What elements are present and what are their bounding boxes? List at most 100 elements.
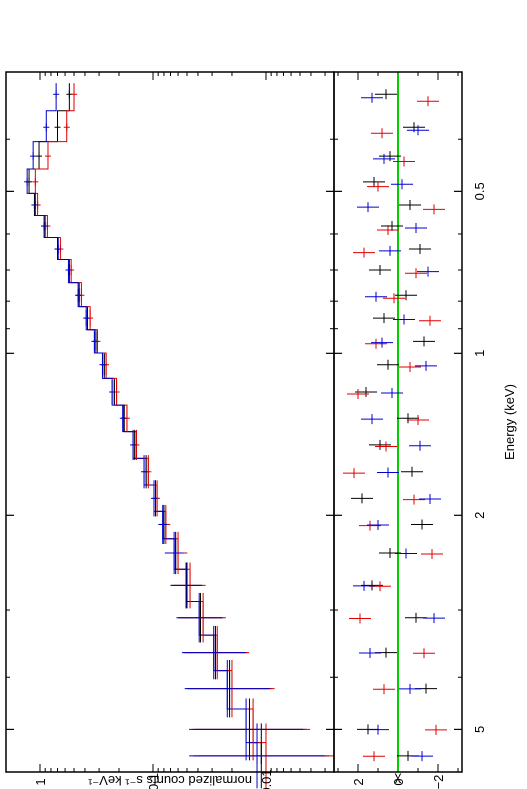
residual-data-point bbox=[401, 466, 423, 477]
spectrum-data-point bbox=[150, 480, 157, 517]
residual-data-point bbox=[421, 548, 443, 559]
spectrum-data-points bbox=[24, 90, 334, 789]
residual-data-point bbox=[403, 494, 425, 505]
x-tick-label: 0.5 bbox=[472, 182, 487, 200]
residual-data-point bbox=[377, 359, 399, 370]
spectrum-data-point bbox=[181, 625, 246, 680]
residual-data-point bbox=[373, 153, 395, 164]
residual-data-point bbox=[373, 684, 395, 695]
spectrum-data-point bbox=[75, 288, 82, 303]
spectrum-data-point bbox=[71, 90, 78, 99]
residual-data-point bbox=[411, 751, 433, 762]
spectrum-data-point bbox=[119, 404, 126, 432]
spectrum-data-point bbox=[189, 723, 325, 789]
residual-data-point bbox=[359, 647, 381, 658]
spectrum-data-point bbox=[30, 152, 37, 161]
spectrum-y-axis-title: normalized counts s⁻¹ keV⁻¹ bbox=[87, 773, 252, 788]
spectrum-data-point bbox=[99, 354, 106, 376]
residual-data-point bbox=[425, 724, 447, 735]
residual-data-point bbox=[367, 181, 389, 192]
residual-data-point bbox=[375, 441, 397, 452]
residual-y-tick-label: −2 bbox=[431, 775, 446, 789]
residual-data-point bbox=[417, 96, 439, 107]
residual-data-point bbox=[349, 613, 371, 624]
residual-data-point bbox=[369, 264, 391, 275]
residual-data-point bbox=[375, 89, 397, 100]
residual-data-point bbox=[391, 179, 413, 190]
spectrum-data-point bbox=[91, 332, 98, 351]
spectrum-data-point bbox=[63, 123, 70, 132]
spectrum-data-point bbox=[170, 562, 202, 609]
residual-data-point bbox=[359, 520, 381, 531]
residual-data-point bbox=[363, 751, 385, 762]
residuals-data-points bbox=[343, 89, 447, 762]
residual-data-point bbox=[353, 247, 375, 258]
spectrum-data-point bbox=[176, 592, 222, 643]
residual-data-point bbox=[393, 314, 415, 325]
residual-data-point bbox=[413, 648, 435, 659]
residual-data-point bbox=[367, 724, 389, 735]
spectrum-data-point bbox=[53, 90, 60, 99]
spectrum-data-point bbox=[36, 152, 43, 161]
spectrum-data-point bbox=[32, 200, 39, 209]
residual-data-point bbox=[379, 245, 401, 256]
spectrum-data-point bbox=[65, 264, 72, 276]
spectrum-data-point bbox=[55, 244, 62, 254]
residual-data-point bbox=[361, 414, 383, 425]
residual-data-point bbox=[411, 519, 433, 530]
spectrum-data-point bbox=[43, 123, 50, 132]
spectrum-data-point bbox=[184, 659, 270, 718]
residual-data-point bbox=[407, 125, 429, 136]
spectrum-data-point bbox=[158, 504, 168, 544]
spectrum-y-tick-label: 1 bbox=[33, 778, 48, 785]
residual-data-point bbox=[355, 387, 377, 398]
residual-data-point bbox=[365, 291, 387, 302]
residual-data-point bbox=[377, 467, 399, 478]
residual-data-point bbox=[381, 387, 403, 398]
residuals-y-axis-title: χ bbox=[394, 773, 401, 788]
residual-data-point bbox=[395, 548, 417, 559]
residual-data-point bbox=[399, 199, 421, 210]
residual-data-point bbox=[417, 266, 439, 277]
spectrum-data-point bbox=[44, 152, 51, 161]
residual-data-point bbox=[423, 204, 445, 215]
spectrum-y-tick-label: 0.1 bbox=[146, 773, 161, 789]
spectrum-data-point bbox=[42, 222, 49, 231]
residual-data-point bbox=[371, 337, 393, 348]
residual-data-point bbox=[361, 92, 383, 103]
x-tick-label: 1 bbox=[472, 350, 487, 357]
residual-data-point bbox=[365, 338, 387, 349]
residual-data-point bbox=[347, 388, 369, 399]
spectrum-data-point bbox=[24, 177, 31, 186]
residual-data-point bbox=[393, 156, 415, 167]
spectrum-data-point bbox=[164, 531, 184, 575]
residual-data-point bbox=[367, 520, 389, 531]
residual-data-point bbox=[405, 223, 427, 234]
spectrum-data-point bbox=[189, 698, 304, 761]
residual-data-point bbox=[395, 290, 417, 301]
residual-y-tick-label: 0 bbox=[391, 778, 406, 785]
residual-data-point bbox=[419, 493, 441, 504]
spectrum-data-point bbox=[109, 379, 116, 405]
spectrum-y-tick-label: 0.01 bbox=[259, 769, 274, 789]
residual-data-point bbox=[371, 128, 393, 139]
tick-labels: 0.5 1 2 5 1 0.1 0.01 2 0 −2 bbox=[33, 182, 487, 789]
residual-data-point bbox=[409, 440, 431, 451]
residual-data-point bbox=[353, 580, 375, 591]
x-tick-label: 5 bbox=[472, 726, 487, 733]
residual-data-point bbox=[363, 176, 385, 187]
residual-data-point bbox=[379, 151, 401, 162]
residual-data-point bbox=[419, 315, 441, 326]
residual-data-point bbox=[373, 313, 395, 324]
residual-data-point bbox=[407, 414, 429, 425]
residual-data-point bbox=[423, 613, 445, 624]
residual-data-point bbox=[405, 268, 427, 279]
residual-data-point bbox=[415, 360, 437, 371]
residuals-frame bbox=[333, 71, 463, 773]
x-axis-title: Energy (keV) bbox=[502, 384, 517, 460]
spectrum-data-point bbox=[54, 123, 61, 132]
spectrum-data-point bbox=[32, 177, 39, 186]
spectrum-data-point bbox=[130, 429, 137, 461]
